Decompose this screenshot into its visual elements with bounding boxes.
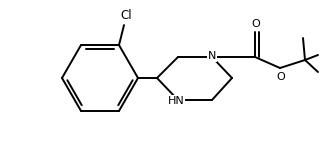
Text: O: O <box>276 72 285 82</box>
Text: N: N <box>208 51 216 61</box>
Text: Cl: Cl <box>120 9 132 22</box>
Text: O: O <box>252 19 260 29</box>
Text: HN: HN <box>168 96 184 106</box>
